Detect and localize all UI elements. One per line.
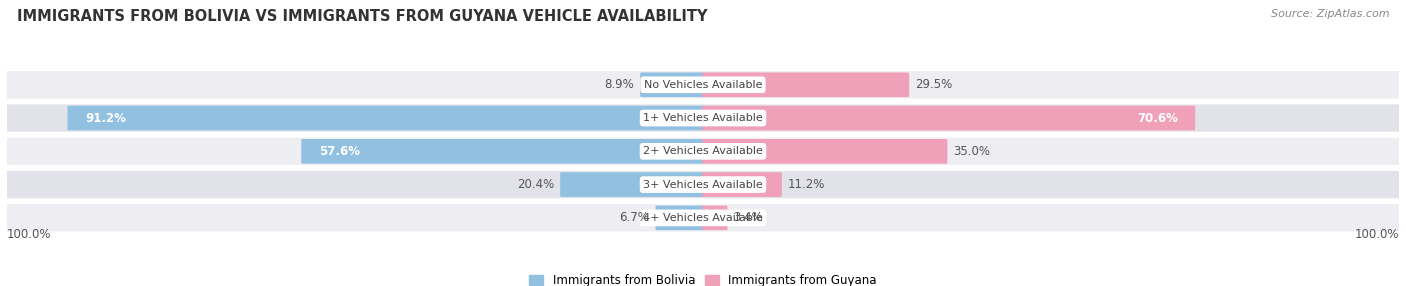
- FancyBboxPatch shape: [655, 206, 704, 230]
- Text: 2+ Vehicles Available: 2+ Vehicles Available: [643, 146, 763, 156]
- Text: 4+ Vehicles Available: 4+ Vehicles Available: [643, 213, 763, 223]
- FancyBboxPatch shape: [560, 172, 704, 197]
- FancyBboxPatch shape: [301, 139, 704, 164]
- FancyBboxPatch shape: [7, 71, 1399, 98]
- FancyBboxPatch shape: [7, 104, 1399, 132]
- Text: 100.0%: 100.0%: [7, 228, 52, 241]
- Text: 29.5%: 29.5%: [915, 78, 952, 91]
- Legend: Immigrants from Bolivia, Immigrants from Guyana: Immigrants from Bolivia, Immigrants from…: [529, 274, 877, 286]
- Text: 8.9%: 8.9%: [605, 78, 634, 91]
- Text: 35.0%: 35.0%: [953, 145, 991, 158]
- Text: 3.4%: 3.4%: [734, 211, 763, 225]
- FancyBboxPatch shape: [67, 106, 704, 130]
- FancyBboxPatch shape: [7, 171, 1399, 198]
- Text: No Vehicles Available: No Vehicles Available: [644, 80, 762, 90]
- FancyBboxPatch shape: [640, 72, 704, 97]
- Text: 57.6%: 57.6%: [319, 145, 360, 158]
- FancyBboxPatch shape: [7, 204, 1399, 232]
- Text: 20.4%: 20.4%: [517, 178, 554, 191]
- FancyBboxPatch shape: [702, 72, 910, 97]
- Text: 1+ Vehicles Available: 1+ Vehicles Available: [643, 113, 763, 123]
- Text: Source: ZipAtlas.com: Source: ZipAtlas.com: [1271, 9, 1389, 19]
- Text: 6.7%: 6.7%: [620, 211, 650, 225]
- Text: 3+ Vehicles Available: 3+ Vehicles Available: [643, 180, 763, 190]
- Text: 100.0%: 100.0%: [1354, 228, 1399, 241]
- FancyBboxPatch shape: [702, 172, 782, 197]
- FancyBboxPatch shape: [702, 139, 948, 164]
- FancyBboxPatch shape: [702, 106, 1195, 130]
- Text: 91.2%: 91.2%: [84, 112, 127, 124]
- Text: 11.2%: 11.2%: [787, 178, 825, 191]
- Text: IMMIGRANTS FROM BOLIVIA VS IMMIGRANTS FROM GUYANA VEHICLE AVAILABILITY: IMMIGRANTS FROM BOLIVIA VS IMMIGRANTS FR…: [17, 9, 707, 23]
- FancyBboxPatch shape: [7, 138, 1399, 165]
- Text: 70.6%: 70.6%: [1137, 112, 1178, 124]
- FancyBboxPatch shape: [702, 206, 727, 230]
